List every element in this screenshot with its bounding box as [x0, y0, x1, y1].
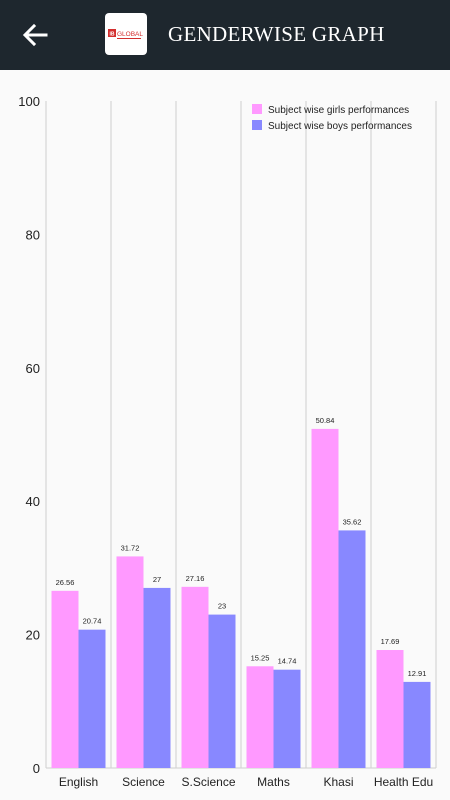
data-label: 17.69 — [381, 637, 400, 646]
logo-icon: IB GLOBAL — [108, 29, 143, 39]
bar — [208, 614, 236, 768]
app-logo: IB GLOBAL — [105, 13, 147, 55]
data-label: 31.72 — [121, 543, 140, 552]
x-tick-label: S.Science — [181, 775, 235, 789]
data-label: 15.25 — [251, 653, 270, 662]
x-tick-label: Maths — [257, 775, 290, 789]
data-label: 20.74 — [83, 617, 102, 626]
app-bar: IB GLOBAL GENDERWISE GRAPH — [0, 0, 450, 70]
logo-badge: IB — [110, 32, 115, 38]
y-tick-label: 100 — [18, 94, 40, 109]
data-label: 27 — [153, 575, 161, 584]
bar — [143, 587, 171, 768]
x-tick-label: English — [59, 775, 98, 789]
page-title: GENDERWISE GRAPH — [168, 22, 385, 46]
legend-label: Subject wise girls performances — [268, 105, 409, 116]
bar — [376, 650, 404, 768]
bar — [78, 629, 106, 768]
data-label: 35.62 — [343, 517, 362, 526]
x-tick-label: Khasi — [323, 775, 353, 789]
logo-text: GLOBAL — [117, 31, 143, 38]
bar — [246, 666, 274, 768]
data-label: 26.56 — [56, 578, 75, 587]
y-tick-label: 0 — [33, 761, 40, 776]
x-tick-label: Science — [122, 775, 165, 789]
data-label: 12.91 — [408, 669, 427, 678]
bar — [116, 556, 144, 768]
y-tick-label: 80 — [26, 227, 40, 242]
legend-label: Subject wise boys performances — [268, 121, 412, 132]
bar — [338, 530, 366, 768]
y-tick-label: 40 — [26, 494, 40, 509]
bar-chart: 0 20 40 60 80 100 26.56 20.74 English 31.72 27 Scie… — [18, 94, 437, 789]
bar — [181, 586, 209, 768]
x-tick-label: Health Edu — [374, 775, 433, 789]
bar — [273, 669, 301, 768]
y-tick-label: 20 — [26, 628, 40, 643]
data-label: 23 — [218, 602, 226, 611]
arrow-left-icon[interactable] — [20, 20, 50, 50]
data-label: 50.84 — [316, 416, 335, 425]
legend-swatch — [252, 104, 262, 114]
y-tick-label: 60 — [26, 361, 40, 376]
bar — [311, 428, 339, 768]
data-label: 27.16 — [186, 574, 205, 583]
legend-swatch — [252, 120, 262, 130]
bar — [51, 590, 79, 768]
bar — [403, 681, 431, 768]
data-label: 14.74 — [278, 657, 297, 666]
